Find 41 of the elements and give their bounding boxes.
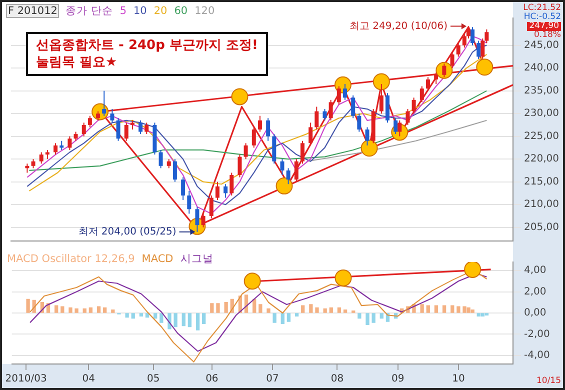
y-tick-label: -4,00: [524, 350, 550, 362]
x-tick-label: 04: [82, 374, 96, 385]
text: F 201012: [6, 4, 60, 18]
y-tick-label: 245,00: [524, 40, 559, 51]
text: 0.18%: [534, 30, 561, 40]
text: 247,90: [527, 21, 561, 31]
y-tick-label: 2,00: [524, 286, 546, 298]
y-tick-label: 215,00: [524, 176, 559, 188]
x-tick-label: 06: [206, 374, 218, 385]
y-tick-label: 205,00: [524, 222, 559, 233]
x-tick-label: 08: [330, 374, 344, 385]
text: 5: [118, 5, 128, 17]
legend-title: 종가 단순: [64, 4, 114, 18]
y-tick-label: 230,00: [524, 108, 559, 120]
y-tick-label: 4,00: [524, 265, 546, 276]
annotation: 최고 249,20 (10/06): [350, 20, 448, 32]
y-tick-label: 235,00: [524, 85, 559, 96]
y-tick-label: 210,00: [524, 199, 559, 210]
x-tick-label: 09: [391, 374, 404, 385]
annotation: 최저 204,00 (05/25): [78, 226, 176, 238]
y-tick-label: 0,00: [524, 308, 546, 319]
x-tick-label: 05: [146, 374, 160, 385]
text: 60: [173, 5, 189, 17]
y-tick-label: 220,00: [524, 154, 559, 165]
text: MACD Oscillator 12,26,9: [6, 253, 136, 265]
y-tick-label: -2,00: [524, 328, 550, 340]
text: 10: [132, 5, 148, 17]
text: 20: [152, 5, 168, 17]
text: 10/15: [536, 376, 561, 386]
text: LC:21.52: [523, 3, 561, 13]
text: 눌림목 필요★: [36, 54, 118, 71]
x-tick-label: 10: [452, 374, 465, 385]
x-tick-label: 2010/03: [5, 374, 47, 385]
text: MACD: [140, 253, 174, 265]
y-tick-label: 240,00: [524, 62, 559, 74]
text: 시그널: [179, 252, 214, 266]
text: 120: [194, 5, 216, 17]
text: 선옵종합차트 - 240p 부근까지 조정!: [36, 37, 258, 54]
y-tick-label: 225,00: [524, 130, 559, 142]
x-tick-label: 07: [266, 374, 279, 385]
text: HC:-0.52: [524, 12, 561, 22]
